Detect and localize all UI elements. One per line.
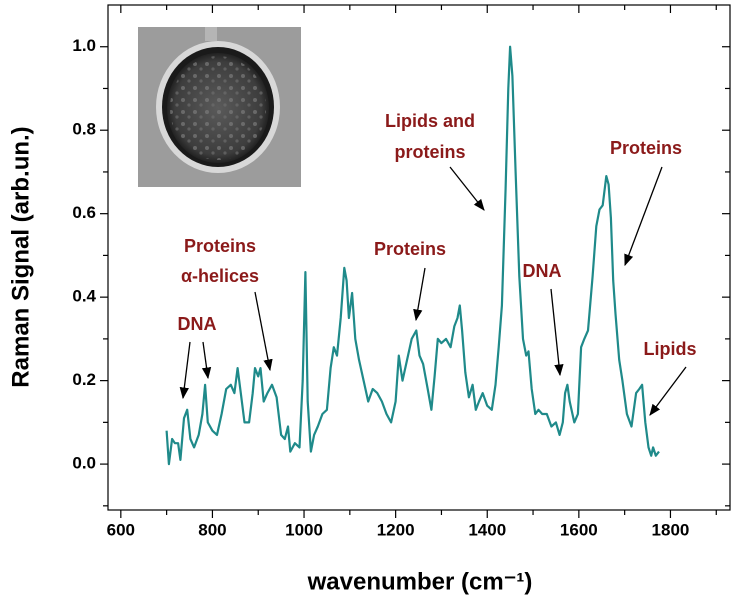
y-tick-label: 0.2 bbox=[72, 370, 96, 389]
annotation-arrow bbox=[179, 341, 191, 400]
inset-image bbox=[138, 27, 301, 187]
annotation-arrow bbox=[550, 288, 564, 377]
annotation-arrow bbox=[449, 166, 485, 211]
x-tick-label: 1800 bbox=[652, 520, 690, 539]
y-tick-label: 0.0 bbox=[72, 454, 96, 473]
annotation-arrow bbox=[201, 341, 212, 380]
x-axis-label: wavenumber (cm⁻¹) bbox=[307, 568, 533, 595]
x-tick-label: 600 bbox=[107, 520, 135, 539]
annotation-arrow bbox=[254, 291, 273, 372]
spectrum-line bbox=[165, 45, 660, 466]
annotation-arrow bbox=[624, 166, 663, 267]
annotation: Lipids and bbox=[385, 111, 475, 131]
annotation: Proteins bbox=[374, 239, 446, 259]
annotation: DNA bbox=[523, 261, 562, 281]
annotation: Proteins bbox=[610, 138, 682, 158]
x-tick-label: 1000 bbox=[285, 520, 323, 539]
x-tick-label: 1200 bbox=[377, 520, 415, 539]
x-tick-label: 800 bbox=[198, 520, 226, 539]
y-tick-label: 0.8 bbox=[72, 120, 96, 139]
annotation: α-helices bbox=[181, 266, 259, 286]
x-tick-label: 1400 bbox=[468, 520, 506, 539]
x-tick-label: 1600 bbox=[560, 520, 598, 539]
y-tick-label: 0.6 bbox=[72, 203, 96, 222]
annotation: Proteins bbox=[184, 236, 256, 256]
annotation-arrow bbox=[649, 366, 687, 416]
annotation: Lipids bbox=[644, 339, 697, 359]
y-tick-label: 1.0 bbox=[72, 36, 96, 55]
annotation: DNA bbox=[178, 314, 217, 334]
annotation-arrow bbox=[413, 267, 426, 322]
y-axis-label: Raman Signal (arb.un.) bbox=[7, 126, 34, 387]
y-tick-label: 0.4 bbox=[72, 287, 96, 306]
annotation: proteins bbox=[394, 142, 465, 162]
plot-frame bbox=[107, 4, 731, 511]
